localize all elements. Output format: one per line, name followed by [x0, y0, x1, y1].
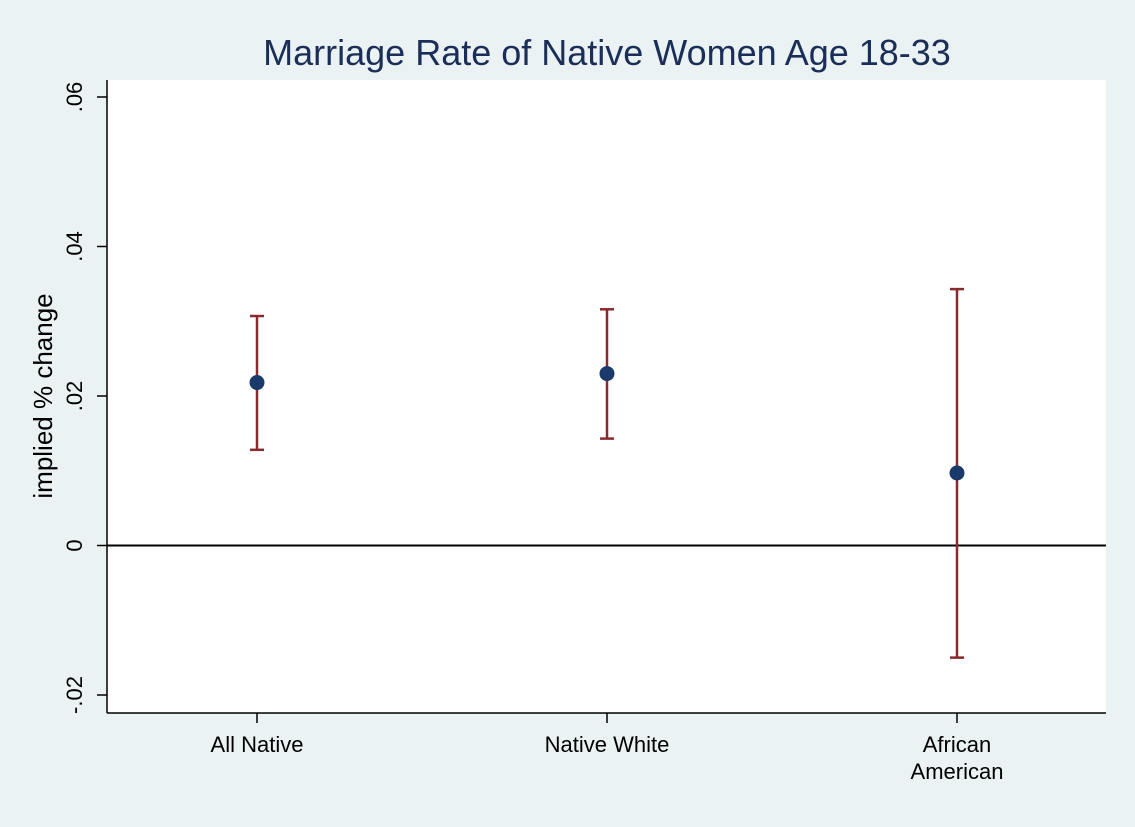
data-point: [950, 465, 965, 480]
chart-title: Marriage Rate of Native Women Age 18-33: [263, 32, 951, 73]
y-tick-label: .04: [62, 231, 87, 262]
data-point: [600, 366, 615, 381]
x-tick-label: American: [911, 759, 1004, 784]
y-tick-label: 0: [62, 539, 87, 551]
data-point: [250, 375, 265, 390]
x-tick-label: African: [923, 732, 991, 757]
y-tick-label: .06: [62, 82, 87, 113]
y-axis: -.02 0 .02 .04 .06: [62, 80, 107, 714]
y-tick-label: .02: [62, 381, 87, 412]
y-tick-label: -.02: [62, 676, 87, 714]
x-tick-label: All Native: [211, 732, 304, 757]
x-tick-label: Native White: [545, 732, 670, 757]
y-axis-title: implied % change: [28, 293, 58, 498]
